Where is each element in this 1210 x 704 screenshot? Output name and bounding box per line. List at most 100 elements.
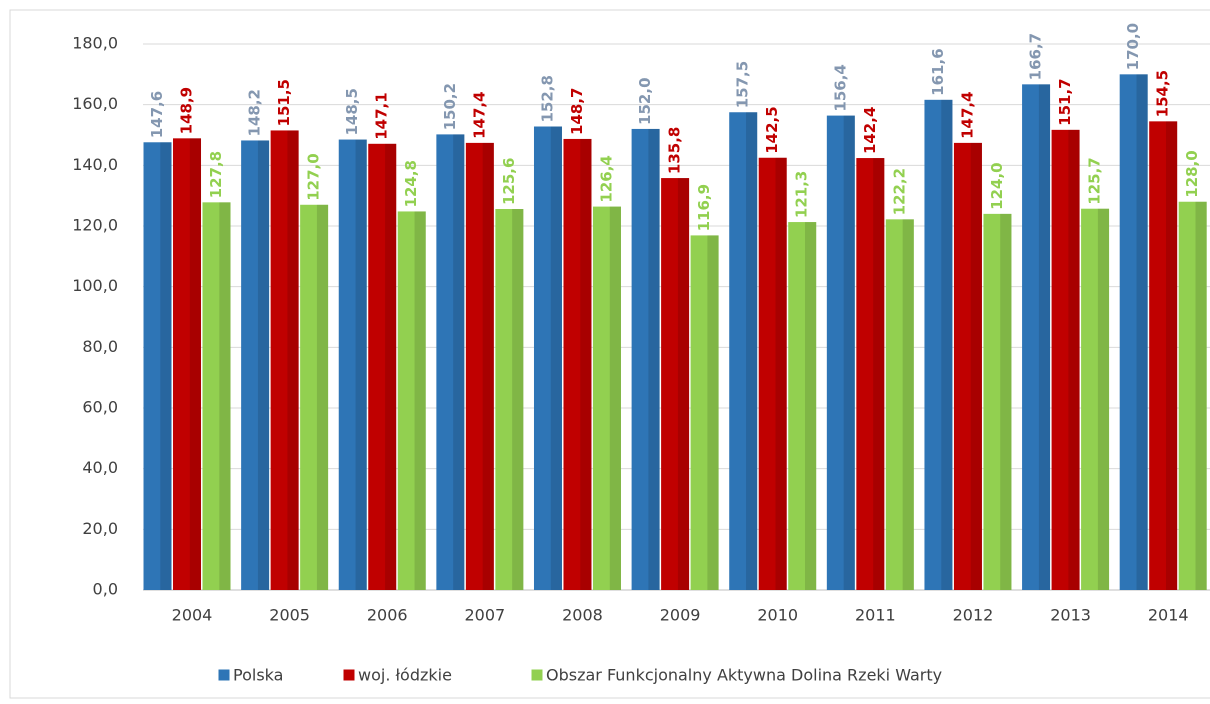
legend-swatch: [530, 668, 544, 682]
bar-shade: [873, 158, 885, 590]
bar-shade: [746, 112, 758, 590]
bar-shade: [257, 140, 270, 590]
bar: [202, 202, 231, 590]
bar-shade: [219, 202, 231, 590]
data-label: 147,4: [958, 91, 976, 138]
data-label: 147,6: [148, 91, 166, 138]
bar: [1119, 74, 1148, 591]
bar: [729, 112, 758, 590]
bar-shade: [775, 157, 787, 590]
bar-shade: [609, 206, 621, 590]
bar: [661, 178, 690, 590]
x-tick-label: 2005: [269, 606, 310, 625]
data-label: 170,0: [1124, 23, 1142, 70]
bar: [143, 142, 172, 590]
bar-shade: [512, 209, 524, 590]
bar-shade: [1165, 121, 1178, 590]
bar: [397, 211, 426, 590]
x-tick-label: 2004: [172, 606, 213, 625]
bar-shade: [287, 130, 299, 590]
x-tick-label: 2012: [953, 606, 994, 625]
bar: [338, 139, 367, 591]
legend-label: woj. łódzkie: [358, 666, 452, 685]
data-label: 154,5: [1154, 70, 1172, 117]
bar-shade: [316, 204, 329, 590]
bar: [270, 130, 299, 590]
bar: [1081, 208, 1110, 590]
y-tick-label: 40,0: [82, 458, 118, 477]
x-tick-label: 2006: [367, 606, 408, 625]
data-label: 148,2: [246, 89, 264, 136]
y-tick-label: 100,0: [72, 276, 118, 295]
bar-shade: [902, 219, 914, 590]
y-tick-label: 0,0: [93, 580, 118, 599]
bar: [1051, 129, 1080, 591]
y-tick-label: 60,0: [82, 398, 118, 417]
x-tick-label: 2011: [855, 606, 896, 625]
data-label: 147,1: [373, 92, 391, 139]
bar-shade: [1136, 74, 1148, 591]
bar: [983, 213, 1012, 590]
legend-swatch: [217, 668, 231, 682]
bar: [173, 138, 202, 590]
bar-shade: [385, 143, 397, 590]
bar: [495, 209, 524, 590]
y-tick-label: 160,0: [72, 94, 118, 113]
bar-shade: [453, 134, 465, 591]
data-label: 166,7: [1027, 33, 1045, 80]
data-label: 156,4: [831, 64, 849, 111]
data-label: 142,5: [763, 106, 781, 153]
data-label: 125,7: [1086, 157, 1104, 204]
bar: [1022, 84, 1051, 591]
data-label: 148,9: [178, 87, 196, 134]
bar-shade: [1000, 213, 1012, 590]
legend-swatch: [342, 668, 356, 682]
bar-shade: [355, 139, 367, 591]
bar: [465, 142, 494, 591]
data-label: 124,0: [988, 162, 1006, 209]
data-label: 148,5: [343, 88, 361, 135]
data-label: 151,5: [275, 79, 293, 126]
bar-shade: [677, 178, 690, 590]
bar: [788, 222, 817, 590]
bar-shade: [707, 235, 719, 591]
y-tick-label: 20,0: [82, 519, 118, 538]
data-label: 135,8: [666, 127, 684, 174]
data-label: 151,7: [1056, 78, 1074, 125]
bar-shade: [1097, 208, 1110, 590]
data-label: 142,4: [861, 107, 879, 154]
y-tick-label: 180,0: [72, 34, 118, 53]
bar: [631, 128, 660, 590]
data-label: 125,6: [500, 158, 518, 205]
bar-shade: [414, 211, 426, 590]
y-tick-label: 140,0: [72, 155, 118, 174]
data-label: 150,2: [441, 83, 459, 130]
bar-shade: [843, 115, 855, 590]
data-label: 124,8: [402, 160, 420, 207]
bar: [368, 143, 397, 590]
bar: [1178, 201, 1207, 590]
bar: [592, 206, 621, 590]
bar: [885, 219, 914, 590]
data-label: 121,3: [793, 171, 811, 218]
y-tick-label: 120,0: [72, 216, 118, 235]
bar-shade: [1038, 84, 1051, 591]
bar: [826, 115, 855, 590]
bar-shade: [941, 99, 953, 591]
bar-shade: [805, 222, 817, 590]
data-label: 148,7: [568, 87, 586, 134]
bar-shade: [482, 142, 494, 591]
data-label: 161,6: [929, 48, 947, 95]
bar: [856, 158, 885, 590]
bar: [953, 142, 982, 591]
data-label: 116,9: [695, 184, 713, 231]
data-label: 127,8: [207, 151, 225, 198]
bar: [533, 126, 562, 591]
bar: [563, 138, 592, 590]
bar-shade: [160, 142, 172, 590]
x-tick-label: 2009: [660, 606, 701, 625]
bar-shade: [970, 142, 982, 591]
legend-label: Polska: [233, 666, 283, 685]
bar: [300, 204, 329, 590]
